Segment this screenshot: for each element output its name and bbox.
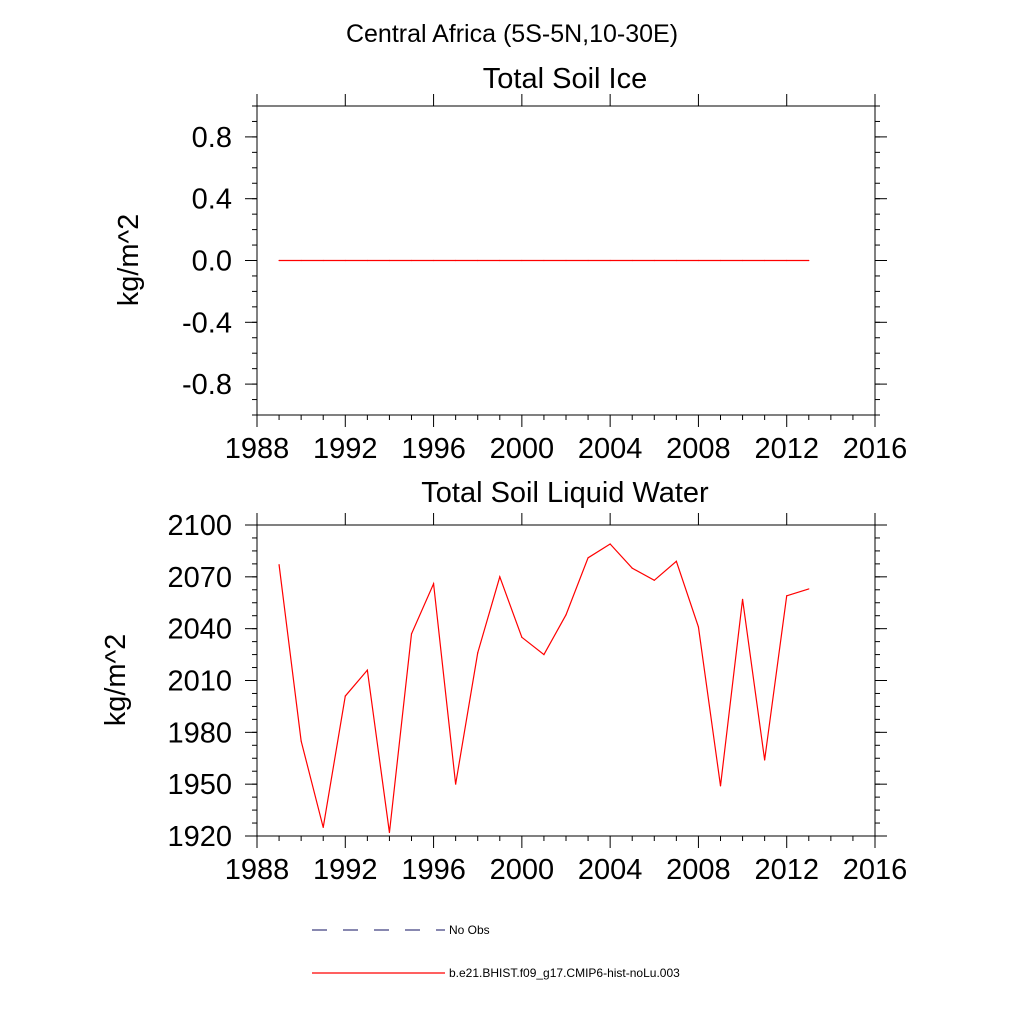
data-point	[675, 259, 677, 262]
data-point	[455, 783, 457, 785]
data-point	[764, 759, 766, 761]
data-point	[432, 583, 435, 585]
data-point	[344, 259, 346, 262]
data-point	[587, 557, 589, 559]
y-tick-label: 1950	[167, 769, 232, 801]
data-point	[388, 259, 391, 262]
data-point	[609, 543, 611, 545]
data-point	[653, 579, 655, 581]
data-point	[653, 259, 655, 262]
data-point	[741, 259, 744, 262]
data-point	[521, 636, 523, 638]
x-tick-label: 2016	[843, 854, 908, 886]
y-tick-label: 0.8	[192, 122, 232, 154]
y-axis-label: kg/m^2	[100, 634, 132, 727]
y-tick-label: 1920	[167, 821, 232, 853]
data-point	[477, 259, 479, 262]
panel-soil-ice: Total Soil Ice 1988 1992 1996 2000 2004 2008 2…	[113, 63, 907, 465]
plot-area: 1988 1992 1996 2000 2004 2008 2012 2016 1920 1950…	[100, 510, 907, 886]
data-point	[609, 259, 611, 262]
panel-title: Total Soil Liquid Water	[421, 477, 709, 509]
x-tick-label: 1988	[225, 433, 290, 465]
y-tick-label: -0.4	[182, 307, 232, 339]
x-tick-label: 2012	[754, 854, 819, 886]
y-tick-label: -0.8	[182, 369, 232, 401]
x-tick-label: 2000	[490, 854, 555, 886]
x-tick-label: 1996	[401, 854, 466, 886]
data-point	[499, 576, 501, 578]
y-tick-label: 2010	[167, 666, 232, 698]
data-point	[499, 259, 501, 262]
data-point	[410, 633, 413, 635]
data-point	[432, 259, 435, 262]
data-point	[587, 259, 589, 262]
x-tick-label: 2008	[666, 433, 731, 465]
data-point	[786, 595, 788, 597]
x-tick-label: 1988	[225, 854, 290, 886]
y-tick-label: 0.0	[192, 246, 232, 278]
data-point	[388, 831, 391, 834]
y-tick-label: 2070	[167, 562, 232, 594]
data-point	[278, 259, 280, 262]
data-point	[344, 695, 346, 697]
panel-soil-liquid-water: Total Soil Liquid Water 1988 1992 1996 2000…	[100, 477, 907, 886]
x-tick-label: 2008	[666, 854, 731, 886]
x-tick-label: 2004	[578, 854, 643, 886]
data-point	[631, 259, 633, 262]
x-tick-label: 2004	[578, 433, 643, 465]
data-point	[366, 669, 368, 671]
y-tick-label: 2100	[167, 510, 232, 542]
data-point	[300, 259, 302, 262]
data-point	[808, 588, 810, 590]
data-point	[697, 626, 700, 628]
data-point	[565, 259, 567, 262]
data-point	[697, 259, 700, 262]
data-point	[455, 259, 457, 262]
x-tick-label: 2012	[754, 433, 819, 465]
data-point	[322, 259, 324, 262]
data-point	[719, 785, 722, 787]
data-point	[543, 653, 545, 656]
y-tick-label: 1980	[167, 717, 232, 749]
x-tick-label: 2016	[843, 433, 908, 465]
data-point	[741, 598, 744, 600]
data-point	[366, 259, 368, 262]
panel-title: Total Soil Ice	[483, 63, 647, 95]
x-tick-label: 1996	[401, 433, 466, 465]
data-point	[565, 614, 567, 616]
data-point	[675, 560, 677, 562]
data-point	[543, 259, 545, 262]
data-point	[808, 259, 810, 262]
data-point	[278, 564, 280, 566]
data-point	[410, 259, 413, 262]
y-axis-label: kg/m^2	[113, 214, 145, 307]
legend-series-label: b.e21.BHIST.f09_g17.CMIP6-hist-noLu.003	[449, 966, 680, 980]
page-title: Central Africa (5S-5N,10-30E)	[346, 20, 678, 48]
data-point	[477, 652, 479, 654]
data-point	[521, 259, 523, 262]
data-point	[322, 826, 324, 828]
x-tick-label: 1992	[313, 854, 378, 886]
plot-frame	[256, 524, 876, 837]
data-point	[719, 259, 722, 262]
data-point	[786, 259, 788, 262]
series-line	[278, 543, 809, 833]
x-tick-label: 2000	[490, 433, 555, 465]
y-tick-label: 0.4	[192, 184, 232, 216]
data-point	[631, 567, 633, 569]
x-tick-label: 1992	[313, 433, 378, 465]
data-point	[300, 740, 302, 742]
legend-no-obs-label: No Obs	[449, 923, 490, 937]
legend: No Obs b.e21.BHIST.f09_g17.CMIP6-hist-no…	[312, 923, 680, 980]
data-point	[764, 259, 766, 262]
plot-area: 1988 1992 1996 2000 2004 2008 2012 2016 -0.8 -0.4…	[113, 94, 907, 465]
y-tick-label: 2040	[167, 614, 232, 646]
